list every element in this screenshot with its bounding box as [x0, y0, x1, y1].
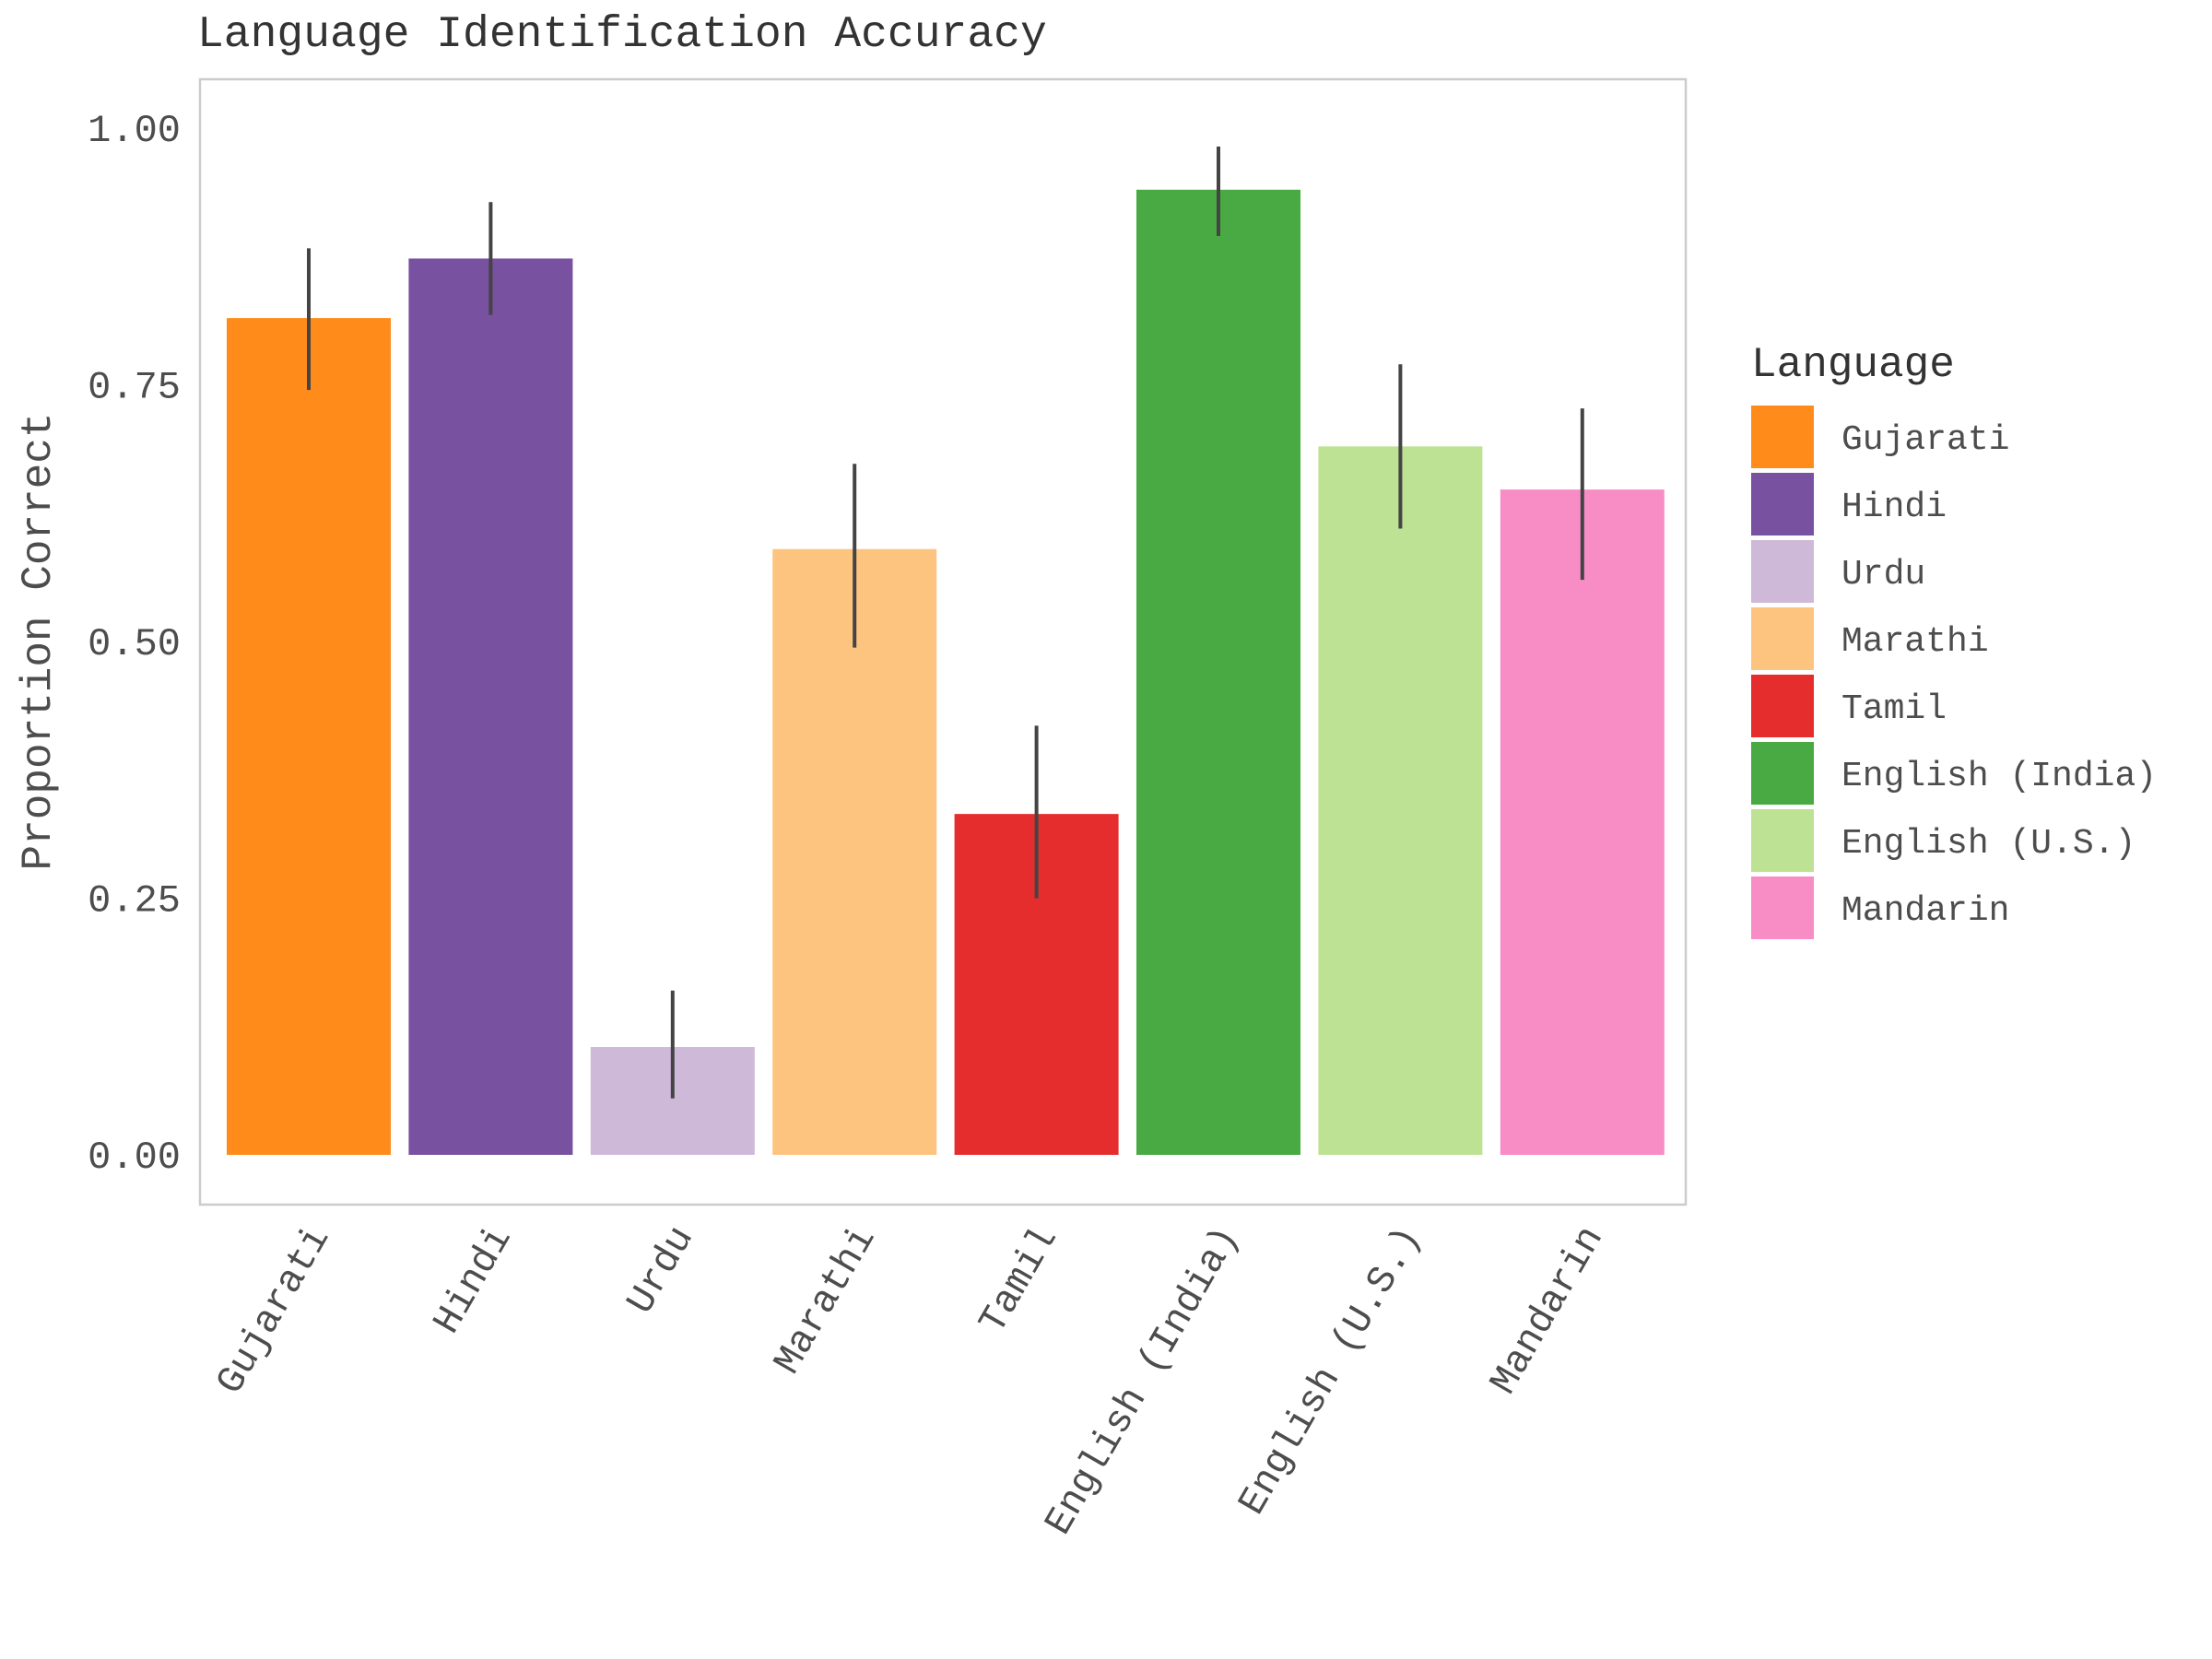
chart-title: Language Identification Accuracy — [197, 10, 1047, 60]
legend-label: Mandarin — [1841, 891, 2009, 931]
error-bars — [307, 147, 1584, 1099]
y-axis: 0.00 0.25 0.50 0.75 1.00 — [88, 109, 181, 1180]
y-tick-label: 0.25 — [88, 879, 181, 924]
x-tick-label: Mandarin — [1482, 1219, 1613, 1403]
x-tick-label: Gujarati — [208, 1219, 339, 1403]
legend-swatch — [1751, 742, 1814, 805]
x-tick-label: Tamil — [971, 1219, 1067, 1342]
x-tick-label: English (India) — [1037, 1219, 1250, 1543]
bar — [1318, 446, 1483, 1156]
bar — [1136, 189, 1300, 1156]
legend: Language Gujarati Hindi Urdu Marathi Tamil En… — [1751, 341, 2157, 939]
legend-label: Marathi — [1841, 622, 1989, 662]
legend-label: English (U.S.) — [1841, 824, 2136, 864]
x-tick-label: Hindi — [425, 1219, 522, 1342]
y-tick-label: 1.00 — [88, 109, 181, 153]
bars — [227, 189, 1665, 1156]
legend-label: Gujarati — [1841, 420, 2009, 460]
y-tick-label: 0.75 — [88, 366, 181, 410]
y-tick-label: 0.00 — [88, 1135, 181, 1180]
bar — [1500, 489, 1665, 1155]
legend-swatch — [1751, 675, 1814, 737]
legend-label: Tamil — [1841, 689, 1947, 729]
x-tick-label: Marathi — [766, 1219, 886, 1382]
bar — [772, 548, 937, 1155]
y-tick-label: 0.50 — [88, 622, 181, 666]
bar — [408, 258, 573, 1155]
legend-label: Hindi — [1841, 488, 1947, 527]
legend-label: English (India) — [1841, 757, 2157, 796]
legend-swatch — [1751, 540, 1814, 603]
x-tick-label: English (U.S.) — [1230, 1219, 1431, 1524]
legend-title: Language — [1751, 341, 1955, 389]
legend-swatch — [1751, 607, 1814, 670]
plot-panel-border — [198, 77, 1688, 1206]
x-tick-label: Urdu — [618, 1219, 703, 1322]
legend-swatch — [1751, 877, 1814, 939]
bar — [227, 318, 391, 1156]
legend-swatch — [1751, 473, 1814, 535]
legend-label: Urdu — [1841, 555, 1925, 594]
legend-swatch — [1751, 406, 1814, 468]
y-axis-title: Proportion Correct — [15, 413, 63, 871]
legend-items: Gujarati Hindi Urdu Marathi Tamil English (In… — [1751, 406, 2157, 939]
legend-swatch — [1751, 809, 1814, 872]
